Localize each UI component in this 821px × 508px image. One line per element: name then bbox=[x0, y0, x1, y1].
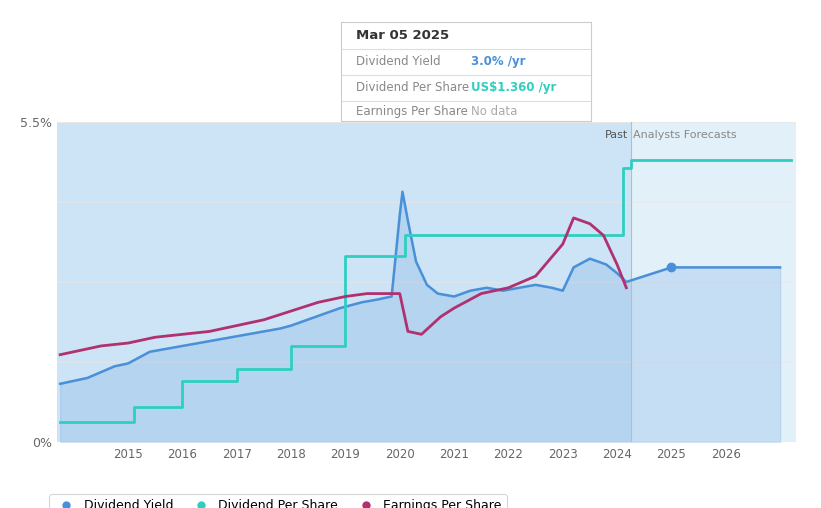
Legend: Dividend Yield, Dividend Per Share, Earnings Per Share: Dividend Yield, Dividend Per Share, Earn… bbox=[49, 494, 507, 508]
Text: No data: No data bbox=[471, 106, 517, 118]
Text: Analysts Forecasts: Analysts Forecasts bbox=[633, 130, 737, 140]
Text: 3.0% /yr: 3.0% /yr bbox=[471, 55, 525, 68]
Text: Earnings Per Share: Earnings Per Share bbox=[355, 106, 468, 118]
Text: Mar 05 2025: Mar 05 2025 bbox=[355, 29, 449, 42]
Text: Dividend Yield: Dividend Yield bbox=[355, 55, 440, 68]
Text: Dividend Per Share: Dividend Per Share bbox=[355, 81, 469, 93]
Text: US$1.360 /yr: US$1.360 /yr bbox=[471, 81, 557, 93]
Bar bbox=[57, 122, 631, 442]
Text: Past: Past bbox=[605, 130, 628, 140]
Bar bbox=[631, 122, 796, 442]
